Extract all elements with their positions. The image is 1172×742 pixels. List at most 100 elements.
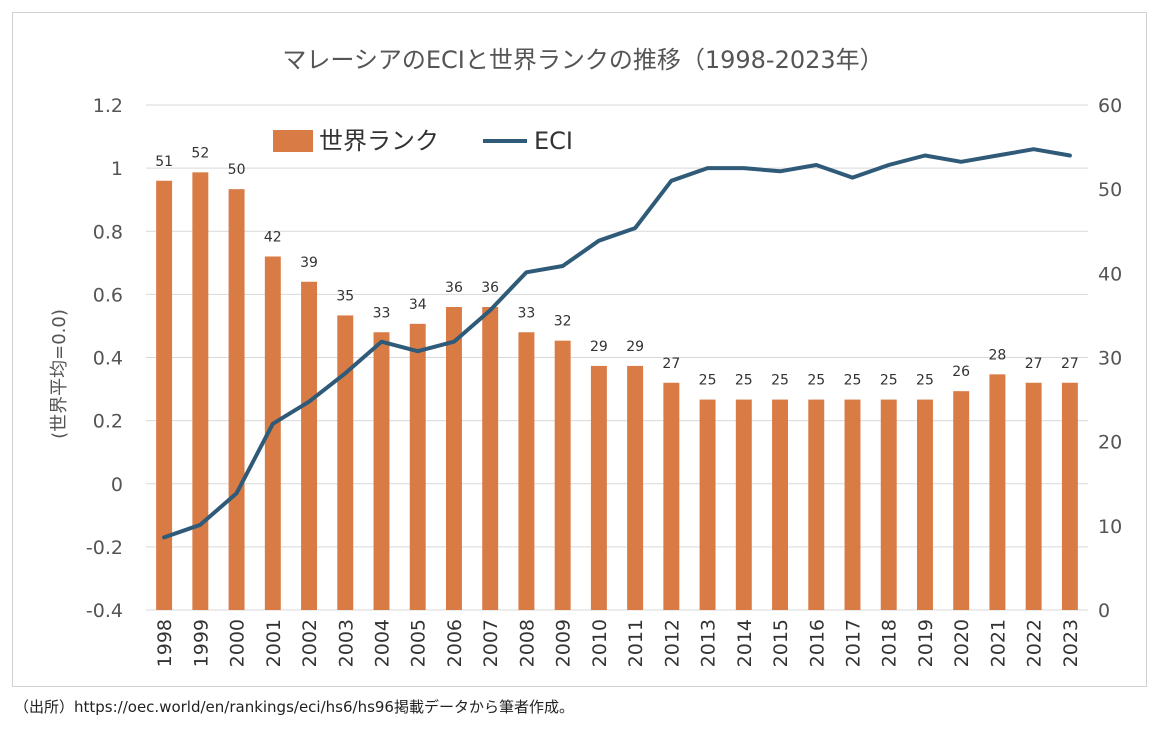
bar-rank-2000 <box>228 189 245 610</box>
x-tick-label: 2020 <box>951 619 973 667</box>
bar-data-label: 25 <box>844 373 862 389</box>
bar-rank-2001 <box>264 256 281 610</box>
bar-data-label: 52 <box>191 145 209 161</box>
x-tick-label: 2018 <box>879 619 901 667</box>
chart-svg: マレーシアのECIと世界ランクの推移（1998-2023年） 1.2 1 0.8 0.… <box>49 46 1122 667</box>
left-tick-label: 1 <box>111 158 123 180</box>
bar-rank-2004 <box>373 332 390 610</box>
bar-rank-2013 <box>699 399 716 610</box>
bar-rank-2016 <box>808 399 825 610</box>
left-tick-label: -0.4 <box>86 600 123 622</box>
bar-data-labels: 51 52 50 42 39 35 33 34 36 36 33 32 29 29 27 25 25 25 25 25… <box>155 145 1079 388</box>
x-tick-label: 2012 <box>661 619 683 667</box>
bar-data-label: 28 <box>989 347 1007 363</box>
x-tick-label: 1998 <box>154 619 176 667</box>
bar-rank-2007 <box>482 307 499 610</box>
chart-title: マレーシアのECIと世界ランクの推移（1998-2023年） <box>282 46 883 74</box>
bar-rank-2020 <box>953 391 970 610</box>
x-tick-label: 2004 <box>372 619 394 667</box>
bar-rank-2014 <box>735 399 752 610</box>
bar-rank-2023 <box>1061 382 1078 610</box>
legend-swatch-rank <box>273 130 313 152</box>
eci-line <box>162 147 1072 540</box>
bar-data-label: 36 <box>481 280 499 296</box>
line-series <box>162 147 1072 540</box>
bar-data-label: 36 <box>445 280 463 296</box>
bar-rank-2002 <box>301 281 318 610</box>
left-axis-ticks: 1.2 1 0.8 0.6 0.4 0.2 0 -0.2 -0.4 <box>86 95 123 622</box>
right-tick-label: 50 <box>1098 179 1122 201</box>
x-tick-label: 2005 <box>408 619 430 667</box>
legend: 世界ランク ECI <box>273 127 573 155</box>
bar-data-label: 29 <box>626 339 644 355</box>
legend-label-rank: 世界ランク <box>319 127 439 155</box>
x-tick-label: 2011 <box>625 619 647 667</box>
bar-rank-1998 <box>156 180 173 610</box>
bar-data-label: 25 <box>916 373 934 389</box>
bar-data-label: 25 <box>807 373 825 389</box>
left-tick-label: 0.6 <box>93 284 123 306</box>
x-tick-label: 2007 <box>480 619 502 667</box>
bar-data-label: 25 <box>771 373 789 389</box>
bar-rank-2012 <box>663 382 680 610</box>
x-tick-label: 2021 <box>987 619 1009 667</box>
bar-rank-2008 <box>518 332 535 610</box>
bar-data-label: 33 <box>518 305 536 321</box>
x-axis-ticks: 1998 1999 2000 2001 2002 2003 2004 2005 2006 2007… <box>154 619 1082 667</box>
bar-rank-2018 <box>880 399 897 610</box>
legend-label-eci: ECI <box>534 127 573 155</box>
bar-rank-1999 <box>192 172 209 611</box>
x-tick-label: 2015 <box>770 619 792 667</box>
bar-rank-2009 <box>554 340 571 610</box>
bar-data-label: 27 <box>1025 356 1043 372</box>
left-tick-label: -0.2 <box>86 537 123 559</box>
bar-rank-2021 <box>989 374 1006 610</box>
bar-rank-2011 <box>627 365 644 610</box>
right-tick-label: 60 <box>1098 95 1122 117</box>
bar-data-label: 25 <box>880 373 898 389</box>
x-tick-label: 2023 <box>1060 619 1082 667</box>
x-tick-label: 2022 <box>1024 619 1046 667</box>
x-tick-label: 2002 <box>299 619 321 667</box>
x-tick-label: 2009 <box>553 619 575 667</box>
bar-data-label: 42 <box>264 230 282 246</box>
x-tick-label: 2010 <box>589 619 611 667</box>
gridlines <box>146 104 1088 611</box>
bar-data-label: 25 <box>735 373 753 389</box>
bar-rank-2005 <box>409 323 426 610</box>
x-tick-label: 2008 <box>516 619 538 667</box>
left-axis-label: (世界平均=0.0) <box>49 309 70 439</box>
right-axis-ticks: 60 50 40 30 20 10 0 <box>1098 95 1122 622</box>
bar-data-label: 27 <box>662 356 680 372</box>
bar-series <box>156 172 1078 611</box>
bar-rank-2006 <box>445 307 462 610</box>
bar-data-label: 39 <box>300 255 318 271</box>
bar-data-label: 51 <box>155 154 173 170</box>
left-tick-label: 1.2 <box>93 95 123 117</box>
x-tick-label: 2000 <box>227 619 249 667</box>
bar-rank-2019 <box>916 399 933 610</box>
right-tick-label: 0 <box>1098 600 1110 622</box>
left-tick-label: 0.2 <box>93 411 123 433</box>
bar-rank-2003 <box>337 315 354 610</box>
x-tick-label: 2019 <box>915 619 937 667</box>
bar-data-label: 26 <box>952 364 970 380</box>
x-tick-label: 1999 <box>190 619 212 667</box>
bar-rank-2022 <box>1025 382 1042 610</box>
x-tick-label: 2013 <box>698 619 720 667</box>
right-tick-label: 40 <box>1098 263 1122 285</box>
bar-data-label: 25 <box>699 373 717 389</box>
left-tick-label: 0 <box>111 474 123 496</box>
right-tick-label: 20 <box>1098 432 1122 454</box>
x-tick-label: 2016 <box>806 619 828 667</box>
bar-rank-2015 <box>772 399 789 610</box>
chart-frame: マレーシアのECIと世界ランクの推移（1998-2023年） 1.2 1 0.8 0.… <box>12 12 1147 687</box>
x-tick-label: 2014 <box>734 619 756 667</box>
bar-data-label: 32 <box>554 314 572 330</box>
bar-data-label: 35 <box>336 288 354 304</box>
x-tick-label: 2001 <box>263 619 285 667</box>
x-tick-label: 2006 <box>444 619 466 667</box>
bar-data-label: 34 <box>409 297 427 313</box>
bar-data-label: 29 <box>590 339 608 355</box>
bar-rank-2010 <box>590 365 607 610</box>
